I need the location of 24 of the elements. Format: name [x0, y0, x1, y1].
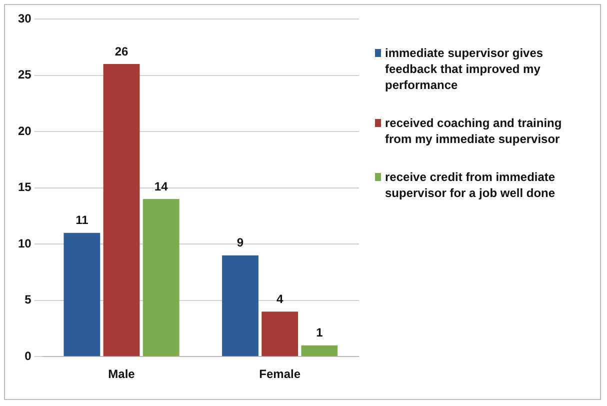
data-label: 14: [154, 179, 168, 194]
bar: [64, 232, 100, 356]
data-label: 9: [236, 236, 244, 250]
data-label: 1: [316, 326, 324, 340]
bar: [262, 312, 298, 356]
bar: [222, 255, 258, 356]
y-tick-label: 10: [18, 236, 32, 250]
y-tick-label: 20: [18, 124, 32, 138]
x-tick-label: Female: [259, 367, 301, 382]
data-label: 26: [114, 44, 129, 58]
legend-label: received coaching and training from my immediate supervisor: [385, 115, 563, 147]
y-tick-label: 30: [18, 11, 32, 26]
y-tick-label: 0: [24, 348, 32, 363]
y-tick-label: 5: [24, 292, 32, 307]
legend-label: receive credit from immediate supervisor for a job well done: [385, 169, 556, 201]
data-label: 4: [276, 292, 284, 306]
bar: [142, 199, 180, 356]
bar: [103, 64, 140, 356]
y-tick-label: 15: [18, 180, 32, 194]
legend-label: immediate supervisor gives feedback that improved my performance: [385, 45, 544, 93]
x-tick-label: Male: [108, 367, 136, 382]
data-label: 11: [76, 213, 89, 228]
y-tick-label: 25: [18, 68, 32, 82]
bar: [301, 345, 338, 356]
